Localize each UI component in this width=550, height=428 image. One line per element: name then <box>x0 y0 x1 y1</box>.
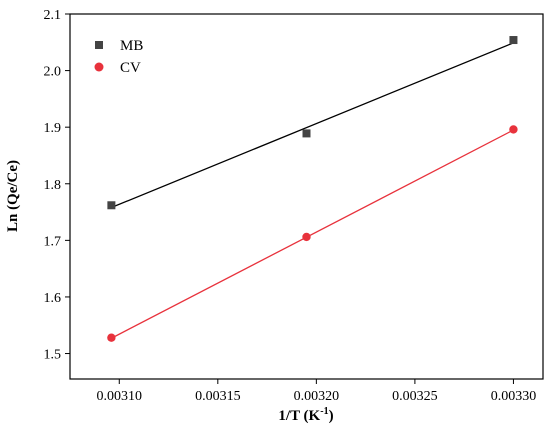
legend: MB CV <box>94 38 143 76</box>
x-axis-label: 1/T (K-1) <box>278 406 333 424</box>
legend-marker-cv <box>94 62 104 72</box>
y-tick-label: 1.5 <box>44 348 62 363</box>
data-point-cv <box>302 232 311 242</box>
data-point-cv <box>107 333 116 342</box>
x-tick-label: 0.00320 <box>294 389 340 404</box>
y-axis-ticks: 1.5 1.6 1.7 1.8 1.9 2.0 2.1 <box>44 8 70 363</box>
x-tick-label: 0.00315 <box>195 389 241 404</box>
y-tick-label: 1.6 <box>44 291 62 306</box>
series-layer <box>107 36 518 342</box>
fit-line-mb <box>111 42 514 209</box>
y-tick-label: 2.1 <box>44 8 62 23</box>
y-tick-label: 1.7 <box>44 234 62 249</box>
data-point-mb <box>509 36 518 45</box>
data-point-mb <box>302 129 311 138</box>
legend-label-mb: MB <box>120 38 143 54</box>
legend-label-cv: CV <box>120 60 141 76</box>
x-tick-label: 0.00330 <box>491 389 537 404</box>
fit-line-cv <box>111 129 514 339</box>
x-axis-ticks: 0.00310 0.00315 0.00320 0.00325 0.00330 <box>97 379 537 404</box>
legend-marker-mb <box>95 41 103 49</box>
y-tick-label: 1.9 <box>44 121 62 136</box>
data-point-mb <box>107 201 116 210</box>
plot-frame <box>69 13 544 380</box>
y-tick-label: 2.0 <box>44 65 62 80</box>
x-tick-label: 0.00325 <box>392 389 438 404</box>
y-tick-label: 1.8 <box>44 178 62 193</box>
y-axis-label: Ln (Qe/Ce) <box>5 160 21 232</box>
data-point-cv <box>509 125 518 134</box>
x-tick-label: 0.00310 <box>97 389 143 404</box>
